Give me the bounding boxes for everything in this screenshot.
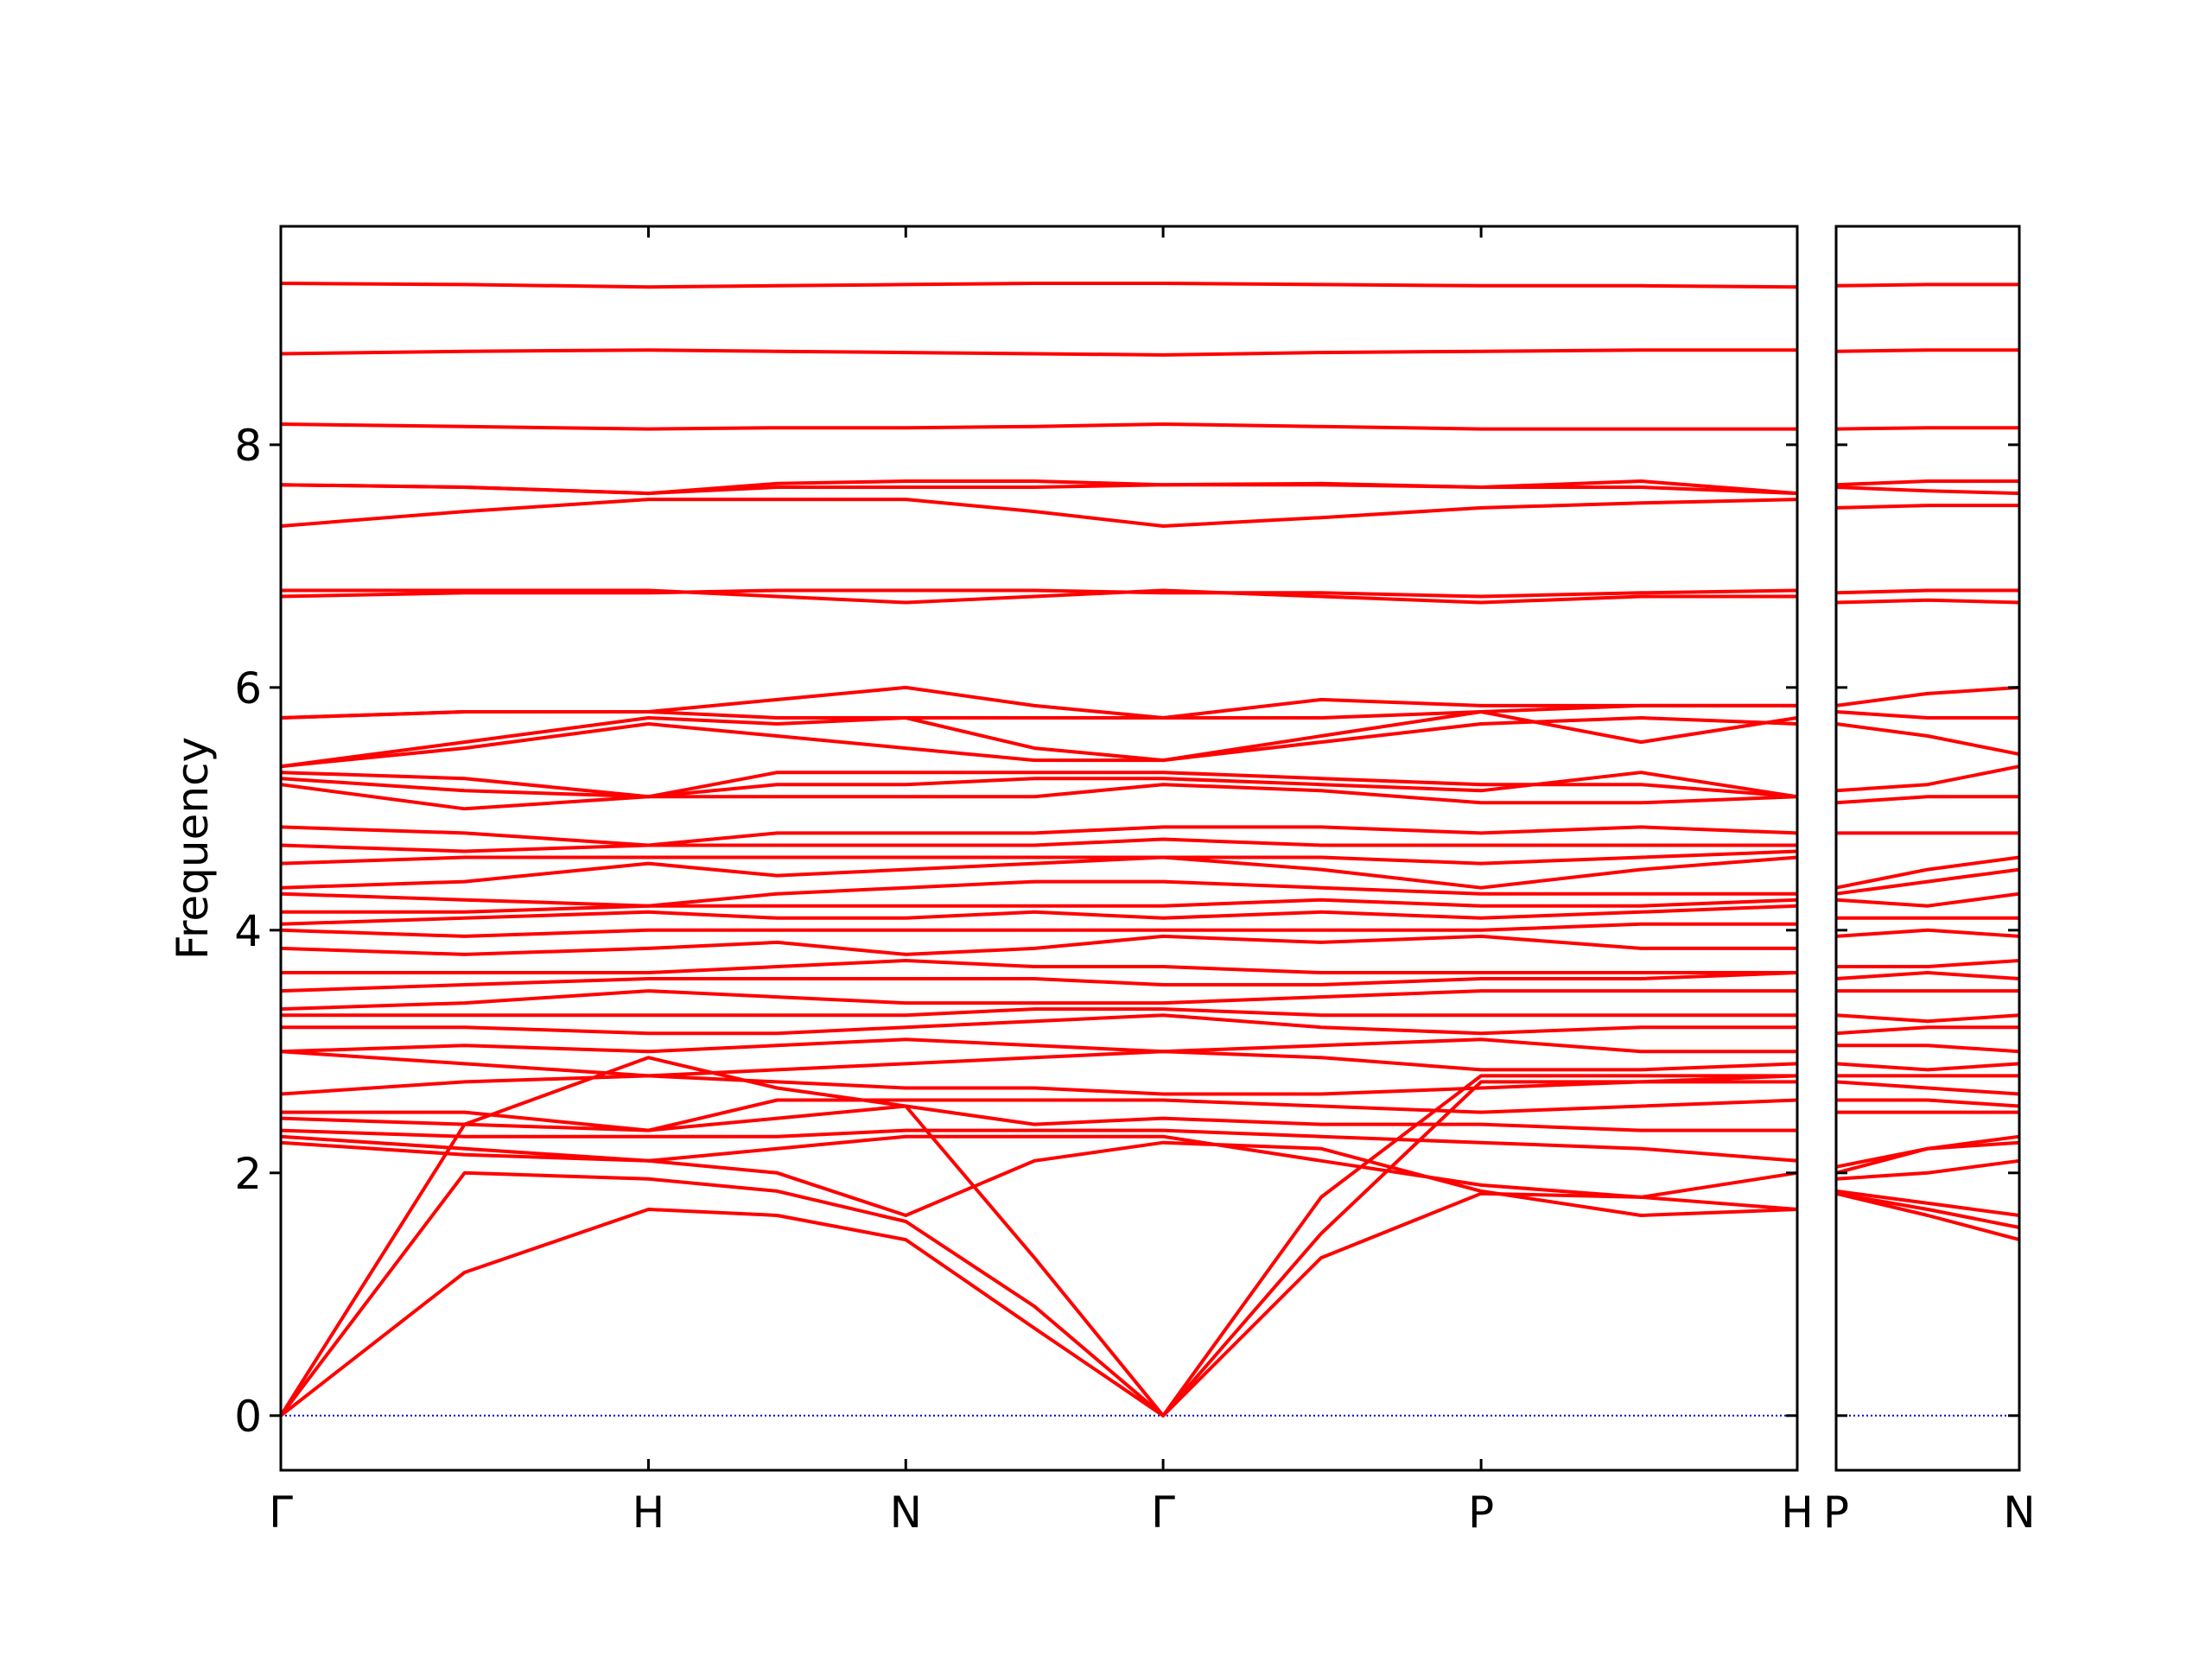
- band: [280, 849, 1798, 866]
- band: [281, 959, 1797, 974]
- band: [1835, 479, 2019, 487]
- x-tick-label: H: [632, 1488, 665, 1538]
- y-tick-label: 6: [234, 663, 262, 714]
- band: [280, 1140, 1798, 1217]
- band: [1836, 959, 2020, 968]
- band: [1835, 685, 2020, 707]
- band: [280, 879, 1797, 908]
- band: [280, 422, 1797, 431]
- band: [280, 904, 1798, 926]
- x-tick-label: H: [1781, 1488, 1814, 1538]
- band: [1835, 891, 2020, 908]
- y-axis-label: Frequency: [168, 737, 218, 960]
- band: [281, 1013, 1797, 1036]
- band: [279, 1080, 1797, 1418]
- band: [1835, 1191, 2020, 1229]
- band: [280, 1104, 1797, 1132]
- band: [280, 588, 1798, 599]
- band: [1835, 710, 2019, 720]
- band: [1835, 1134, 2020, 1175]
- band: [279, 1191, 1798, 1418]
- band: [1835, 1191, 2020, 1242]
- band: [1835, 855, 2020, 890]
- x-tick-label: N: [2003, 1488, 2035, 1538]
- band: [280, 479, 1798, 496]
- band: [1835, 1013, 2020, 1024]
- band: [1835, 867, 2020, 896]
- band: [280, 1134, 1798, 1199]
- plot-frame: [1834, 225, 2021, 1472]
- band: [280, 716, 1798, 769]
- band: [280, 922, 1797, 938]
- band: [280, 855, 1798, 890]
- band: [281, 1007, 1797, 1018]
- band: [280, 498, 1798, 528]
- band: [280, 348, 1797, 357]
- band: [1835, 764, 2020, 793]
- band: [1835, 1025, 2019, 1036]
- band: [280, 934, 1797, 956]
- y-tick-label: 8: [234, 421, 262, 471]
- band: [280, 825, 1798, 847]
- y-tick-label: 2: [234, 1149, 262, 1199]
- band: [280, 685, 1797, 720]
- band: [1835, 282, 2019, 288]
- band: [280, 1128, 1798, 1163]
- band: [280, 989, 1797, 1012]
- band: [280, 771, 1798, 799]
- band: [280, 837, 1797, 853]
- band: [1835, 795, 2019, 805]
- band: [1835, 598, 2020, 605]
- band: [1835, 1158, 2020, 1181]
- band: [1835, 1080, 2020, 1096]
- band: [1835, 485, 2020, 496]
- band: [1835, 588, 2019, 595]
- band: [1835, 1062, 2020, 1072]
- band: [1835, 971, 2020, 980]
- plot-frame: [279, 225, 1799, 1472]
- band: [1836, 1098, 2020, 1108]
- band: [280, 971, 1798, 993]
- band: [1835, 504, 2019, 510]
- band: [280, 710, 1798, 769]
- band: [280, 783, 1798, 811]
- band: [280, 1037, 1797, 1054]
- y-tick-label: 0: [234, 1392, 262, 1442]
- band: [280, 1074, 1798, 1096]
- x-tick-label: Γ: [1151, 1488, 1175, 1538]
- band: [1835, 928, 2020, 938]
- band: [281, 588, 1797, 605]
- x-tick-label: N: [890, 1488, 922, 1538]
- band: [279, 1056, 1797, 1418]
- x-tick-label: Γ: [269, 1488, 293, 1538]
- band: [281, 898, 1798, 914]
- band: [1835, 348, 2019, 353]
- band: [280, 282, 1798, 289]
- band: [1835, 1140, 2020, 1169]
- band: [1835, 1189, 2020, 1217]
- band: [281, 1098, 1798, 1132]
- band: [280, 1050, 1798, 1078]
- x-tick-label: P: [1823, 1488, 1849, 1538]
- x-tick-label: P: [1468, 1488, 1494, 1538]
- y-tick-label: 4: [234, 906, 262, 956]
- band: [1835, 722, 2020, 757]
- band: [1836, 1044, 2020, 1054]
